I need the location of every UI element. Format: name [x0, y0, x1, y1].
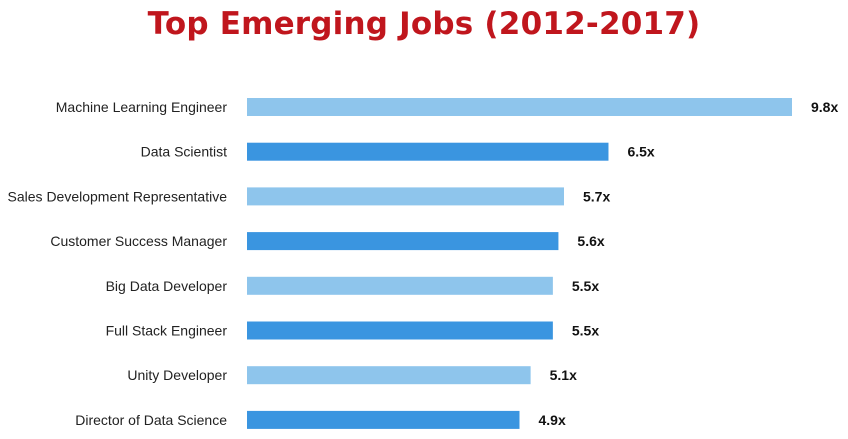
category-label: Machine Learning Engineer: [56, 99, 228, 115]
value-label: 9.8x: [811, 99, 838, 115]
bar: [247, 232, 559, 251]
value-label: 4.9x: [539, 412, 566, 428]
bar-row: Data Scientist 6.5x: [141, 142, 655, 161]
category-label: Full Stack Engineer: [106, 323, 228, 339]
bar: [247, 98, 792, 116]
bar-row: Big Data Developer 5.5x: [106, 276, 599, 295]
bar-row: Machine Learning Engineer 9.8x: [56, 98, 838, 116]
bar: [247, 321, 553, 340]
value-label: 5.5x: [572, 323, 599, 339]
bar: [247, 142, 609, 161]
category-label: Unity Developer: [127, 367, 227, 383]
value-label: 5.6x: [577, 233, 604, 249]
bar-row: Director of Data Science 4.9x: [75, 410, 566, 429]
chart-title: Top Emerging Jobs (2012-2017): [147, 6, 701, 42]
bar: [247, 366, 531, 385]
category-label: Big Data Developer: [106, 278, 228, 294]
value-label: 5.5x: [572, 278, 599, 294]
category-label: Data Scientist: [141, 144, 227, 160]
bar-row: Full Stack Engineer 5.5x: [106, 321, 599, 340]
value-label: 5.1x: [550, 367, 577, 383]
bar: [247, 187, 564, 206]
category-label: Customer Success Manager: [50, 233, 227, 249]
bar-row: Sales Development Representative 5.7x: [8, 187, 610, 206]
bar-row: Customer Success Manager 5.6x: [50, 232, 605, 251]
bar: [247, 410, 520, 429]
category-label: Sales Development Representative: [8, 188, 228, 204]
category-label: Director of Data Science: [75, 412, 227, 428]
bar-row: Unity Developer 5.1x: [127, 366, 577, 385]
value-label: 5.7x: [583, 188, 610, 204]
value-label: 6.5x: [627, 144, 654, 160]
bar: [247, 276, 553, 295]
